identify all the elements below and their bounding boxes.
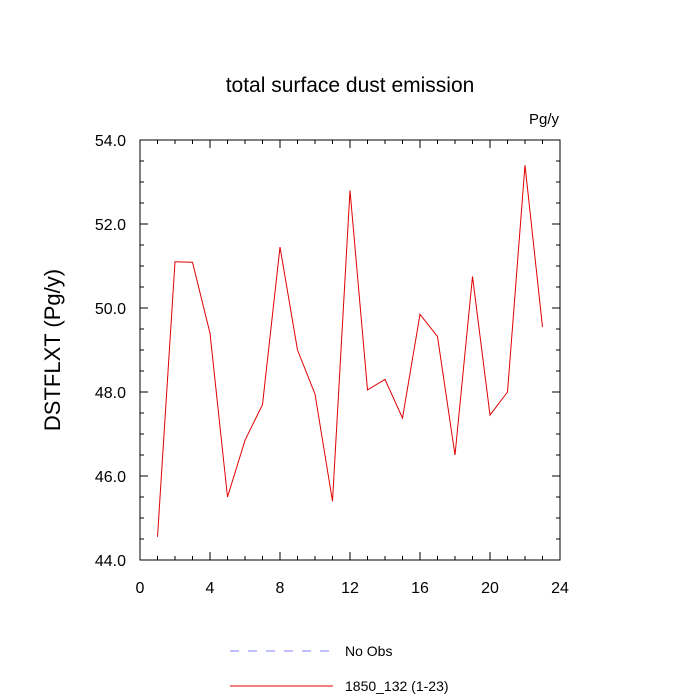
x-tick-label: 20 bbox=[481, 580, 499, 597]
y-tick-label: 52.0 bbox=[95, 217, 126, 234]
x-tick-label: 24 bbox=[551, 580, 569, 597]
y-tick-label: 44.0 bbox=[95, 553, 126, 570]
legend-label: 1850_132 (1-23) bbox=[345, 678, 449, 694]
x-tick-label: 8 bbox=[276, 580, 285, 597]
series-layer bbox=[157, 165, 543, 537]
series-line bbox=[157, 165, 543, 537]
units-label: Pg/y bbox=[529, 111, 560, 128]
legend-label: No Obs bbox=[345, 643, 392, 659]
axis-ticks bbox=[139, 139, 561, 561]
y-tick-label: 50.0 bbox=[95, 301, 126, 318]
x-tick-label: 0 bbox=[136, 580, 145, 597]
y-tick-label: 46.0 bbox=[95, 469, 126, 486]
x-tick-label: 4 bbox=[206, 580, 215, 597]
x-tick-label: 12 bbox=[341, 580, 359, 597]
tick-labels: 0 4 8 12 16 20 24 44.0 46.0 48.0 50.0 52.0 54.0 bbox=[95, 133, 569, 597]
y-axis-label: DSTFLXT (Pg/y) bbox=[40, 269, 65, 431]
legend: No Obs 1850_132 (1-23) bbox=[230, 643, 449, 694]
chart-title: total surface dust emission bbox=[226, 74, 475, 97]
y-tick-label: 54.0 bbox=[95, 133, 126, 150]
y-tick-label: 48.0 bbox=[95, 385, 126, 402]
plot-frame bbox=[139, 139, 561, 561]
x-tick-label: 16 bbox=[411, 580, 429, 597]
